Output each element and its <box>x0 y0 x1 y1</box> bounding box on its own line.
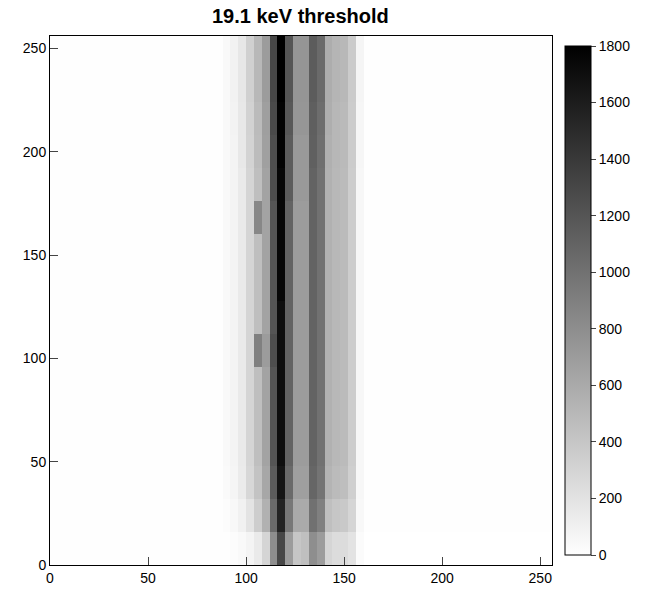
svg-text:200: 200 <box>431 570 455 586</box>
svg-text:200: 200 <box>599 490 623 506</box>
svg-text:100: 100 <box>23 350 47 366</box>
svg-text:50: 50 <box>31 454 47 470</box>
svg-text:250: 250 <box>529 570 553 586</box>
svg-text:1600: 1600 <box>599 94 630 110</box>
svg-text:1800: 1800 <box>599 38 630 54</box>
svg-text:600: 600 <box>599 377 623 393</box>
svg-text:1400: 1400 <box>599 151 630 167</box>
svg-text:0: 0 <box>46 570 54 586</box>
svg-text:250: 250 <box>23 40 47 56</box>
svg-text:19.1 keV threshold: 19.1 keV threshold <box>212 5 389 27</box>
svg-text:150: 150 <box>332 570 356 586</box>
svg-text:200: 200 <box>23 144 47 160</box>
svg-text:400: 400 <box>599 434 623 450</box>
svg-text:800: 800 <box>599 321 623 337</box>
svg-text:0: 0 <box>38 557 46 573</box>
svg-text:1000: 1000 <box>599 264 630 280</box>
svg-text:150: 150 <box>23 247 47 263</box>
svg-text:50: 50 <box>140 570 156 586</box>
svg-text:1200: 1200 <box>599 208 630 224</box>
svg-text:100: 100 <box>234 570 258 586</box>
svg-text:0: 0 <box>599 547 607 563</box>
